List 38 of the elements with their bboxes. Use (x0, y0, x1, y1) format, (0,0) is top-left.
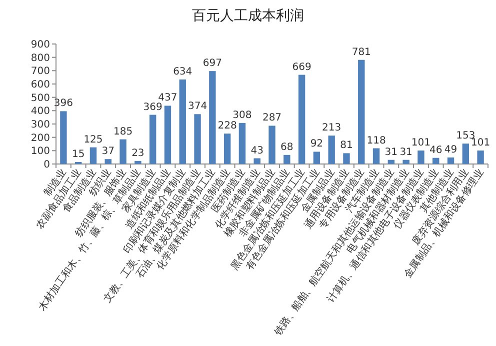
data-label: 46 (429, 144, 442, 156)
data-label: 369 (143, 102, 162, 113)
y-tick-label: 200 (30, 132, 50, 144)
title: 百元人工成本利润 (192, 8, 304, 24)
data-label: 101 (471, 138, 490, 149)
data-label: 437 (158, 92, 178, 104)
data-label: 68 (280, 142, 294, 153)
data-label: 31 (400, 146, 412, 158)
data-label: 81 (340, 140, 353, 152)
data-label: 287 (262, 112, 282, 124)
y-tick-label: 900 (30, 40, 50, 50)
y-tick-label: 100 (30, 146, 50, 158)
data-label: 92 (310, 138, 324, 150)
data-label: 669 (292, 62, 312, 73)
data-label: 101 (411, 138, 431, 149)
data-label: 15 (72, 149, 85, 160)
data-label: 31 (384, 146, 398, 158)
data-label: 634 (173, 66, 192, 78)
data-label: 213 (322, 122, 342, 134)
data-label: 374 (188, 101, 208, 112)
data-label: 49 (444, 144, 458, 156)
y-tick-label: 600 (30, 80, 50, 90)
data-label: 308 (232, 110, 252, 121)
data-label: 697 (202, 58, 222, 70)
y-tick-label: 800 (30, 52, 50, 64)
data-label: 118 (366, 135, 386, 146)
data-label: 781 (352, 46, 371, 58)
data-label: 125 (84, 134, 103, 146)
y-tick-label: 700 (30, 66, 50, 78)
data-label: 43 (250, 145, 264, 156)
y-tick-label: 300 (30, 120, 50, 130)
y-tick-label: 500 (30, 92, 50, 104)
y-tick-label: 0 (44, 160, 50, 170)
data-label: 228 (218, 120, 237, 132)
data-label: 37 (102, 146, 115, 158)
y-tick-label: 400 (30, 106, 50, 118)
data-label: 23 (132, 148, 144, 159)
data-label: 185 (113, 126, 133, 138)
